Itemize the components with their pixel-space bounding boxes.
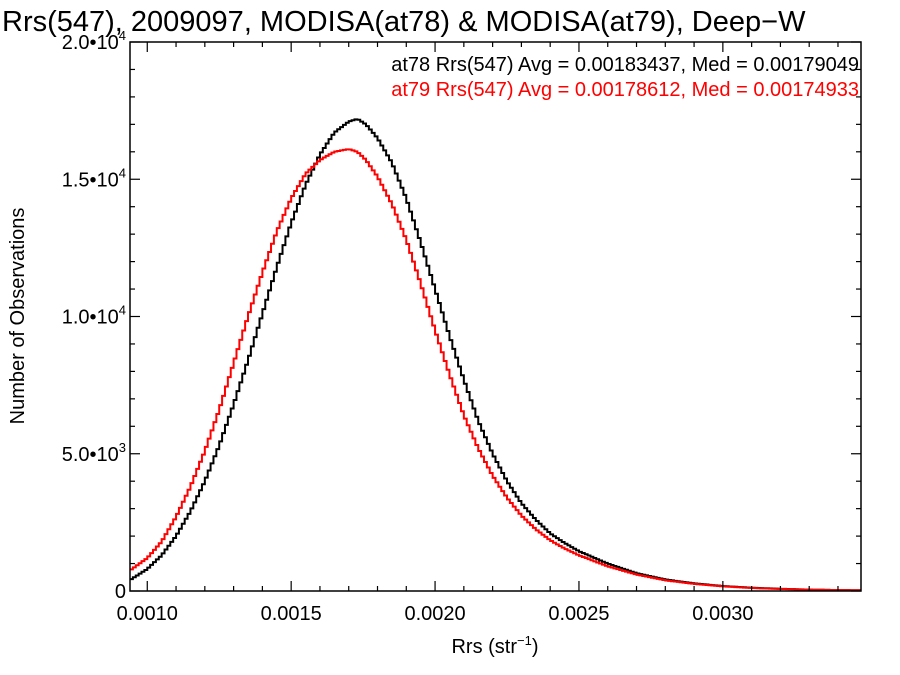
- x-tick-label-2: 0.0020: [404, 603, 465, 625]
- annotation-0: at78 Rrs(547) Avg = 0.00183437, Med = 0.…: [391, 54, 859, 76]
- y-tick-label-3: 1.5•104: [62, 165, 126, 191]
- series-line-0: [130, 118, 861, 592]
- annotation-group: at78 Rrs(547) Avg = 0.00183437, Med = 0.…: [391, 54, 859, 101]
- x-tick-label-0: 0.0010: [117, 603, 178, 625]
- annotation-1: at79 Rrs(547) Avg = 0.00178612, Med = 0.…: [391, 79, 859, 101]
- y-tick-label-0: 0: [115, 581, 126, 603]
- x-tick-label-4: 0.0030: [692, 603, 753, 625]
- x-axis-label-text: Rrs (str: [451, 636, 517, 658]
- y-tick-label-4: 2.0•104: [62, 28, 126, 54]
- x-axis-label-exponent: −1: [517, 633, 532, 648]
- x-axis-label-close: ): [532, 636, 539, 658]
- chart-title: Rrs(547), 2009097, MODISA(at78) & MODISA…: [2, 6, 806, 38]
- x-tick-label-1: 0.0015: [261, 603, 322, 625]
- x-axis-label: Rrs (str−1): [451, 633, 538, 658]
- y-axis: 0 5.0•103 1.0•104 1.5•104 2.0•104: [62, 28, 861, 603]
- plot-frame: [129, 41, 862, 592]
- y-tick-label-1: 5.0•103: [62, 440, 126, 466]
- x-axis: 0.0010 0.0015 0.0020 0.0025 0.0030: [117, 42, 839, 625]
- series-layer: [130, 118, 861, 592]
- series-line-1: [130, 148, 861, 592]
- y-tick-label-2: 1.0•104: [62, 303, 126, 329]
- y-axis-label: Number of Observations: [7, 208, 29, 425]
- x-tick-label-3: 0.0025: [548, 603, 609, 625]
